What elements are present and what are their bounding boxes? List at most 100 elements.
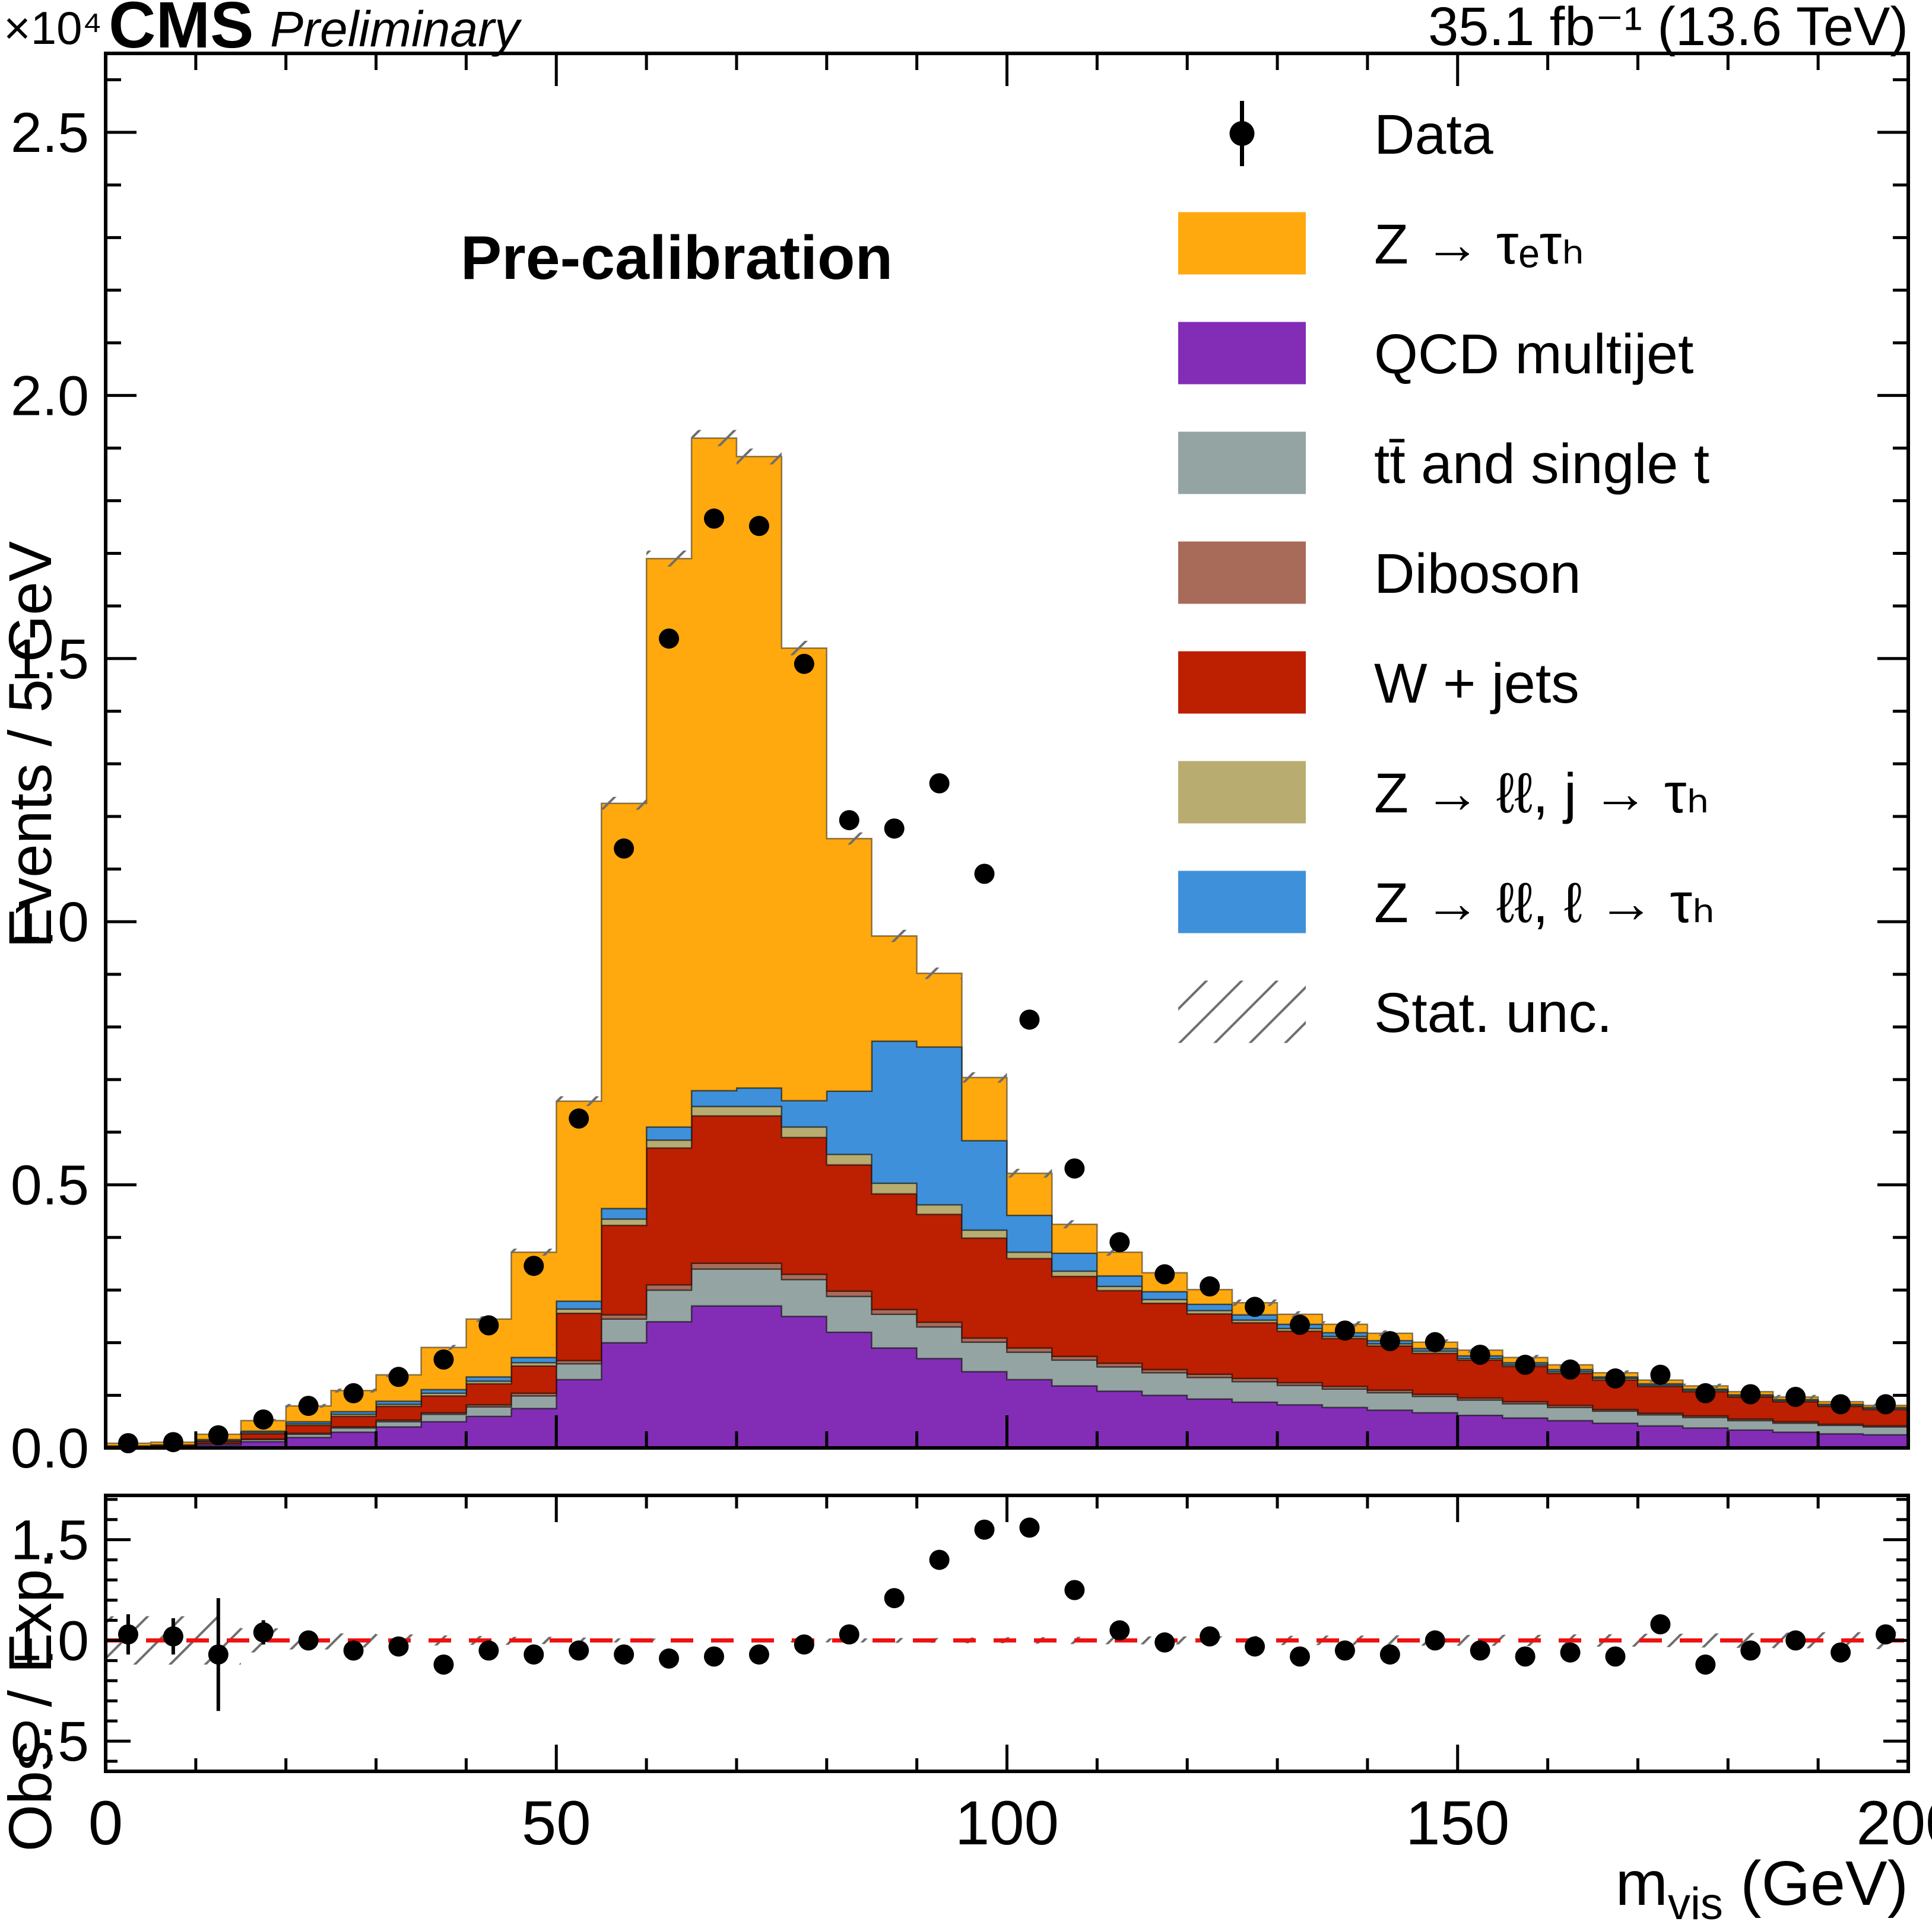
ratio-unc-band <box>1367 1635 1413 1646</box>
data-point <box>1560 1359 1581 1380</box>
ratio-point <box>1605 1646 1626 1667</box>
stat-unc-band <box>826 832 872 845</box>
ratio-point <box>1831 1642 1851 1663</box>
data-point <box>974 863 995 884</box>
ratio-point <box>1200 1626 1220 1647</box>
data-point <box>794 653 814 674</box>
data-point <box>748 516 769 536</box>
data-point <box>433 1349 454 1370</box>
legend-item-zll_j: Z → ℓℓ, j → τₕ <box>1178 761 1709 825</box>
data-point <box>703 508 724 529</box>
ratio-point <box>794 1634 814 1655</box>
ratio-point <box>388 1636 409 1657</box>
stat-unc-band <box>962 1072 1007 1083</box>
data-point <box>1876 1394 1896 1415</box>
x-tick-label: 50 <box>522 1789 591 1858</box>
ratio-point <box>1334 1640 1355 1661</box>
data-point <box>1334 1320 1355 1341</box>
data-point <box>478 1315 499 1336</box>
legend-item-zll_l: Z → ℓℓ, ℓ → τₕ <box>1178 871 1715 935</box>
legend-color-swatch-icon <box>1178 322 1306 385</box>
ratio-unc-band <box>916 1638 962 1643</box>
stat-unc-band <box>1277 1311 1322 1317</box>
ratio-point <box>208 1644 229 1665</box>
ratio-panel-content <box>106 1517 1908 1711</box>
ratio-point <box>253 1622 274 1643</box>
data-point <box>1605 1368 1626 1389</box>
main-y-tick-label: 0.0 <box>11 1417 89 1480</box>
legend-color-swatch-icon <box>1178 431 1306 494</box>
data-point <box>208 1425 229 1446</box>
data-markers <box>118 508 1896 1453</box>
legend-label: Z → τₑτₕ <box>1374 213 1585 276</box>
stat-unc-band <box>511 1249 557 1256</box>
data-point <box>1831 1394 1851 1415</box>
main-y-axis-title: Events / 5 GeV <box>0 541 64 948</box>
legend-item-ztautau: Z → τₑτₕ <box>1178 212 1585 276</box>
stat-unc-band <box>737 448 782 465</box>
ratio-unc-band <box>646 1638 691 1643</box>
stat-unc-band <box>1007 1168 1052 1178</box>
data-point <box>1470 1345 1490 1365</box>
stat-unc-band <box>646 550 691 567</box>
legend-color-swatch-icon <box>1178 761 1306 824</box>
data-point <box>1064 1158 1085 1179</box>
legend-item-statunc: Stat. unc. <box>1178 980 1612 1044</box>
stat-unc-band <box>421 1345 467 1350</box>
ratio-point <box>1379 1644 1400 1665</box>
ratio-point <box>569 1640 589 1661</box>
legend-item-top: tt̄ and single t <box>1178 431 1709 496</box>
ratio-point <box>1154 1632 1175 1653</box>
data-point <box>163 1432 183 1453</box>
ratio-point <box>524 1644 544 1665</box>
data-point <box>388 1367 409 1387</box>
stat-unc-band <box>1052 1220 1097 1228</box>
ratio-point <box>1245 1636 1265 1657</box>
ratio-point <box>1064 1580 1085 1600</box>
ratio-point <box>343 1640 364 1661</box>
stat-unc-band <box>601 796 647 810</box>
data-point <box>1515 1354 1536 1375</box>
data-point <box>524 1256 544 1276</box>
ratio-point <box>1785 1630 1806 1651</box>
ratio-point <box>1695 1654 1716 1675</box>
ratio-point <box>433 1654 454 1675</box>
legend-label: W + jets <box>1374 652 1579 715</box>
ratio-point <box>1740 1640 1761 1661</box>
ratio-unc-band <box>1277 1635 1322 1646</box>
data-point <box>1290 1314 1311 1335</box>
ratio-point <box>839 1624 859 1645</box>
cms-label: CMS <box>109 0 253 62</box>
legend-label: tt̄ and single t <box>1374 433 1709 496</box>
legend-data-marker-icon <box>1229 121 1255 146</box>
data-point <box>1245 1297 1265 1317</box>
legend-color-swatch-icon <box>1178 651 1306 714</box>
x-tick-label: 100 <box>955 1789 1059 1858</box>
ratio-point <box>1109 1620 1130 1641</box>
legend-item-diboson: Diboson <box>1178 541 1581 605</box>
ratio-point <box>298 1630 319 1651</box>
stat-unc-band <box>556 1096 602 1106</box>
legend-label: Z → ℓℓ, ℓ → τₕ <box>1374 872 1715 935</box>
ratio-point <box>1650 1614 1671 1635</box>
data-point <box>343 1383 364 1403</box>
ratio-unc-band <box>601 1638 647 1643</box>
ratio-y-axis-title: Obs. / Exp. <box>0 1552 64 1852</box>
x-tick-label: 150 <box>1406 1789 1509 1858</box>
data-point <box>1154 1264 1175 1285</box>
ratio-point <box>929 1549 950 1570</box>
ratio-unc-band <box>962 1637 1007 1644</box>
legend-label: Diboson <box>1374 542 1581 605</box>
legend-color-swatch-icon <box>1178 541 1306 604</box>
data-point <box>1650 1364 1671 1385</box>
data-point <box>298 1396 319 1416</box>
x-axis-title-unit: (GeV) <box>1723 1848 1908 1919</box>
data-point <box>1425 1332 1445 1352</box>
lumi-label: 35.1 fb⁻¹ (13.6 TeV) <box>1428 0 1908 57</box>
ratio-point <box>478 1640 499 1661</box>
legend-label: QCD multijet <box>1374 323 1693 386</box>
data-point <box>1379 1331 1400 1351</box>
ratio-point <box>163 1626 183 1647</box>
